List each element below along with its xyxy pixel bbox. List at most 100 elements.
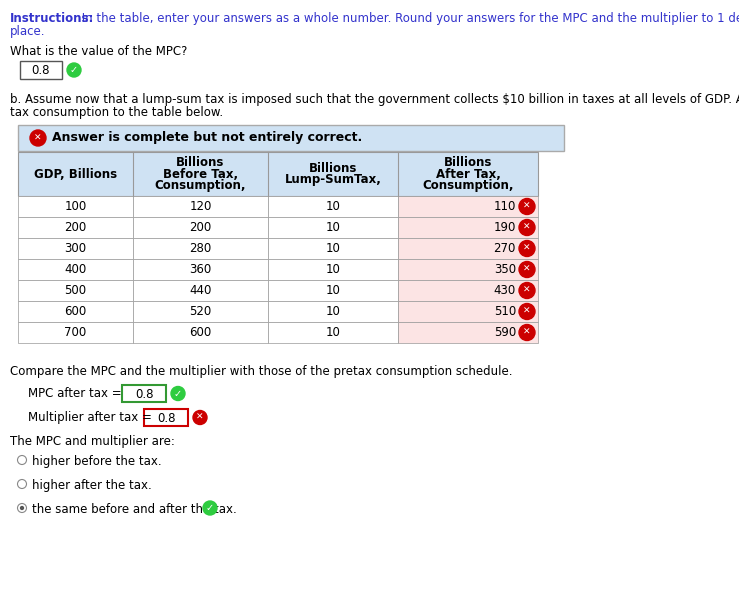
Bar xyxy=(268,322,398,343)
Text: 200: 200 xyxy=(64,221,86,234)
Text: 400: 400 xyxy=(64,263,86,276)
Text: Consumption,: Consumption, xyxy=(154,179,246,192)
Text: MPC after tax =: MPC after tax = xyxy=(28,387,122,400)
Text: Billions: Billions xyxy=(309,162,357,175)
Circle shape xyxy=(30,130,46,146)
Text: Multiplier after tax =: Multiplier after tax = xyxy=(28,411,152,424)
Text: ✕: ✕ xyxy=(523,286,531,295)
Bar xyxy=(268,238,398,259)
Bar xyxy=(133,217,268,238)
Text: 0.8: 0.8 xyxy=(157,412,175,425)
Bar xyxy=(18,301,133,322)
Text: 0.8: 0.8 xyxy=(32,65,50,78)
Text: 200: 200 xyxy=(189,221,211,234)
Text: ✕: ✕ xyxy=(523,244,531,253)
Circle shape xyxy=(18,455,27,464)
Text: Compare the MPC and the multiplier with those of the pretax consumption schedule: Compare the MPC and the multiplier with … xyxy=(10,365,513,378)
Text: 10: 10 xyxy=(326,221,341,234)
Bar xyxy=(18,196,133,217)
Bar xyxy=(18,125,564,151)
Text: Answer is complete but not entirely correct.: Answer is complete but not entirely corr… xyxy=(52,131,362,145)
Circle shape xyxy=(519,262,535,277)
Bar xyxy=(133,280,268,301)
Text: ✕: ✕ xyxy=(523,202,531,211)
Bar xyxy=(398,322,538,343)
Bar xyxy=(398,259,538,280)
Bar xyxy=(20,61,62,79)
Text: 590: 590 xyxy=(494,326,516,339)
Text: In the table, enter your answers as a whole number. Round your answers for the M: In the table, enter your answers as a wh… xyxy=(78,12,739,25)
Text: ✕: ✕ xyxy=(523,265,531,274)
Text: Billions: Billions xyxy=(444,156,492,169)
Text: 10: 10 xyxy=(326,284,341,297)
Bar xyxy=(18,259,133,280)
Bar xyxy=(133,196,268,217)
Bar xyxy=(133,322,268,343)
Text: 100: 100 xyxy=(64,200,86,213)
Text: 520: 520 xyxy=(189,305,211,318)
Text: ✕: ✕ xyxy=(197,413,204,422)
Text: ✕: ✕ xyxy=(523,328,531,337)
Text: ✓: ✓ xyxy=(206,503,214,513)
Bar xyxy=(398,238,538,259)
Text: 280: 280 xyxy=(189,242,211,255)
Circle shape xyxy=(193,410,207,424)
Text: 350: 350 xyxy=(494,263,516,276)
Bar xyxy=(398,217,538,238)
Bar xyxy=(398,301,538,322)
Text: ✕: ✕ xyxy=(34,134,41,142)
Text: ✕: ✕ xyxy=(523,223,531,232)
Text: 0.8: 0.8 xyxy=(134,388,153,401)
Bar xyxy=(18,152,538,196)
Text: 10: 10 xyxy=(326,326,341,339)
Circle shape xyxy=(20,506,24,510)
Text: 600: 600 xyxy=(64,305,86,318)
Text: GDP, Billions: GDP, Billions xyxy=(34,168,117,180)
Text: 700: 700 xyxy=(64,326,86,339)
Circle shape xyxy=(519,198,535,214)
Text: tax consumption to the table below.: tax consumption to the table below. xyxy=(10,106,223,119)
Circle shape xyxy=(18,479,27,488)
Text: 440: 440 xyxy=(189,284,211,297)
Bar xyxy=(268,301,398,322)
Bar xyxy=(144,409,188,426)
Text: b. Assume now that a lump-sum tax is imposed such that the government collects $: b. Assume now that a lump-sum tax is imp… xyxy=(10,93,739,106)
Text: 510: 510 xyxy=(494,305,516,318)
Bar xyxy=(18,217,133,238)
Circle shape xyxy=(519,325,535,341)
Text: the same before and after the tax.: the same before and after the tax. xyxy=(32,503,236,516)
Text: 10: 10 xyxy=(326,263,341,276)
Bar xyxy=(18,238,133,259)
Text: 360: 360 xyxy=(189,263,211,276)
Text: Before Tax,: Before Tax, xyxy=(163,168,238,180)
Text: ✓: ✓ xyxy=(70,65,78,75)
Text: 500: 500 xyxy=(64,284,86,297)
Text: 600: 600 xyxy=(189,326,211,339)
Circle shape xyxy=(519,240,535,256)
Bar xyxy=(18,322,133,343)
Text: higher before the tax.: higher before the tax. xyxy=(32,455,162,468)
Bar xyxy=(398,196,538,217)
Bar xyxy=(133,238,268,259)
Text: place.: place. xyxy=(10,25,46,38)
Circle shape xyxy=(18,503,27,513)
Bar xyxy=(268,280,398,301)
Bar xyxy=(398,280,538,301)
Circle shape xyxy=(171,386,185,400)
Text: The MPC and multiplier are:: The MPC and multiplier are: xyxy=(10,435,175,448)
Text: 120: 120 xyxy=(189,200,211,213)
Circle shape xyxy=(519,219,535,235)
Text: higher after the tax.: higher after the tax. xyxy=(32,479,151,492)
Text: Billions: Billions xyxy=(177,156,225,169)
Text: ✓: ✓ xyxy=(174,389,182,399)
Text: 300: 300 xyxy=(64,242,86,255)
Text: 190: 190 xyxy=(494,221,516,234)
Text: ✕: ✕ xyxy=(523,307,531,316)
Text: Lump-SumTax,: Lump-SumTax, xyxy=(285,173,381,186)
Bar xyxy=(133,259,268,280)
Bar xyxy=(18,280,133,301)
Circle shape xyxy=(67,63,81,77)
Text: 10: 10 xyxy=(326,305,341,318)
Text: 270: 270 xyxy=(494,242,516,255)
Text: 10: 10 xyxy=(326,200,341,213)
